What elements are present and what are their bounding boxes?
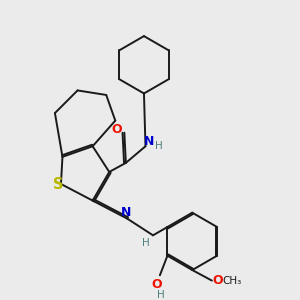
Text: O: O — [212, 274, 223, 287]
Text: H: H — [157, 290, 164, 300]
Text: H: H — [155, 141, 163, 151]
Text: O: O — [152, 278, 162, 292]
Text: O: O — [112, 123, 122, 136]
Text: N: N — [144, 135, 154, 148]
Text: CH₃: CH₃ — [223, 276, 242, 286]
Text: S: S — [53, 177, 63, 192]
Text: H: H — [142, 238, 149, 248]
Text: N: N — [121, 206, 131, 219]
